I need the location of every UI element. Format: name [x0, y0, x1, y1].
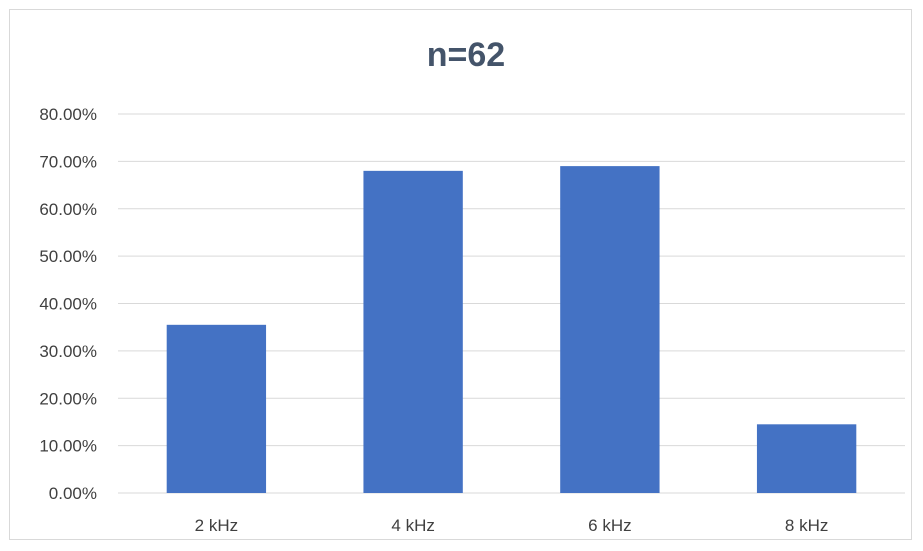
- y-tick-label: 40.00%: [39, 295, 97, 314]
- y-tick-label: 10.00%: [39, 437, 97, 456]
- x-tick-label: 8 kHz: [785, 516, 828, 535]
- y-tick-label: 60.00%: [39, 200, 97, 219]
- y-tick-label: 50.00%: [39, 247, 97, 266]
- y-axis-ticks: 0.00% 10.00% 20.00% 30.00% 40.00% 50.00% 60.00…: [39, 105, 97, 503]
- bar-6-khz: [560, 166, 660, 494]
- x-axis-ticks: 2 kHz 4 kHz 6 kHz 8 kHz: [195, 516, 829, 535]
- chart-title: n=62: [427, 36, 505, 74]
- y-tick-label: 80.00%: [39, 105, 97, 124]
- bar-2-khz: [166, 324, 267, 493]
- bars: [166, 166, 857, 494]
- x-tick-label: 4 kHz: [391, 516, 434, 535]
- bar-4-khz: [363, 170, 463, 493]
- y-tick-label: 30.00%: [39, 342, 97, 361]
- bar-8-khz: [756, 424, 857, 493]
- y-tick-label: 20.00%: [39, 389, 97, 408]
- x-tick-label: 2 kHz: [195, 516, 238, 535]
- y-tick-label: 70.00%: [39, 152, 97, 171]
- x-tick-label: 6 kHz: [588, 516, 631, 535]
- y-tick-label: 0.00%: [49, 484, 97, 503]
